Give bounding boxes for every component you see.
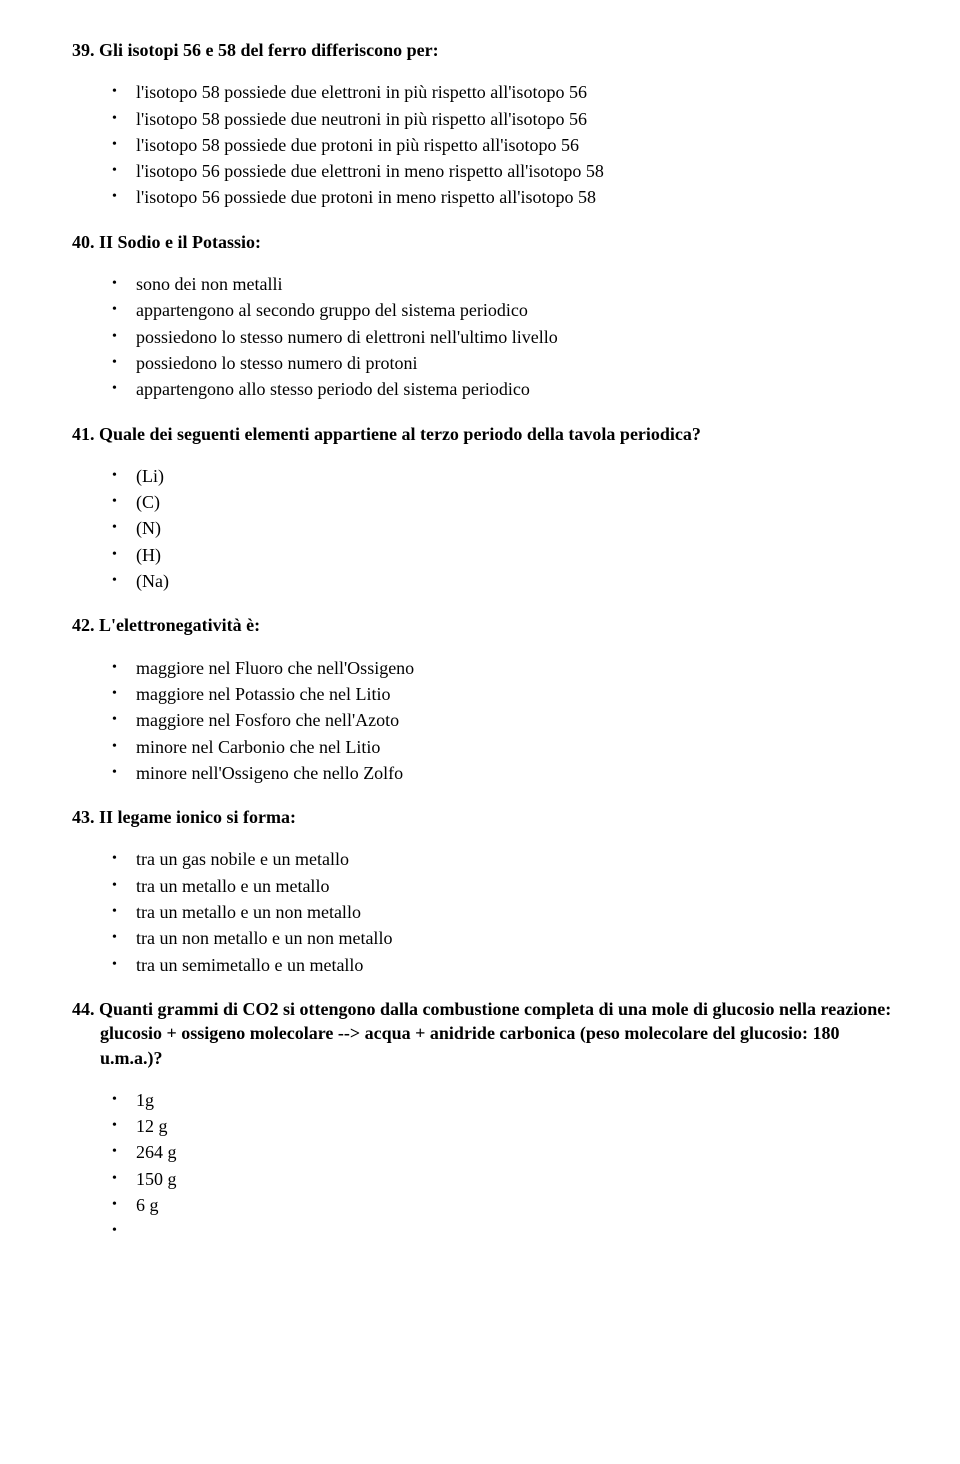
question-title: 42. L'elettronegatività è: — [96, 613, 892, 637]
option-item: (Na) — [136, 569, 892, 593]
option-item: maggiore nel Potassio che nel Litio — [136, 682, 892, 706]
option-item: maggiore nel Fluoro che nell'Ossigeno — [136, 656, 892, 680]
question-text: II legame ionico si forma: — [95, 807, 296, 827]
option-item: 264 g — [136, 1140, 892, 1164]
option-item: minore nell'Ossigeno che nello Zolfo — [136, 761, 892, 785]
question-block: 42. L'elettronegatività è: maggiore nel F… — [68, 613, 892, 785]
option-item: l'isotopo 58 possiede due elettroni in p… — [136, 80, 892, 104]
options-list: maggiore nel Fluoro che nell'Ossigenomag… — [68, 656, 892, 785]
option-item: tra un semimetallo e un metallo — [136, 953, 892, 977]
options-list: (Li)(C)(N) (H)(Na) — [68, 464, 892, 593]
options-list: l'isotopo 58 possiede due elettroni in p… — [68, 80, 892, 209]
question-block: 43. II legame ionico si forma: tra un gas… — [68, 805, 892, 977]
question-text: Gli isotopi 56 e 58 del ferro differisco… — [95, 40, 439, 60]
question-text: L'elettronegatività è: — [95, 615, 261, 635]
question-number: 40. — [72, 232, 95, 252]
option-item: l'isotopo 56 possiede due elettroni in m… — [136, 159, 892, 183]
option-item: minore nel Carbonio che nel Litio — [136, 735, 892, 759]
option-item: 12 g — [136, 1114, 892, 1138]
question-title: 40. II Sodio e il Potassio: — [96, 230, 892, 254]
question-title: 44. Quanti grammi di CO2 si ottengono da… — [96, 997, 892, 1070]
options-list: sono dei non metalliappartengono al seco… — [68, 272, 892, 401]
question-title: 39. Gli isotopi 56 e 58 del ferro differ… — [96, 38, 892, 62]
question-title: 43. II legame ionico si forma: — [96, 805, 892, 829]
question-text: Quale dei seguenti elementi appartiene a… — [95, 424, 701, 444]
option-item: 1g — [136, 1088, 892, 1112]
option-item: tra un metallo e un metallo — [136, 874, 892, 898]
option-item: maggiore nel Fosforo che nell'Azoto — [136, 708, 892, 732]
option-item: tra un gas nobile e un metallo — [136, 847, 892, 871]
question-number: 41. — [72, 424, 95, 444]
option-item: 150 g — [136, 1167, 892, 1191]
option-item: (C) — [136, 490, 892, 514]
option-item: possiedono lo stesso numero di protoni — [136, 351, 892, 375]
question-number: 43. — [72, 807, 95, 827]
option-item: appartengono al secondo gruppo del siste… — [136, 298, 892, 322]
option-item: appartengono allo stesso periodo del sis… — [136, 377, 892, 401]
question-block: 44. Quanti grammi di CO2 si ottengono da… — [68, 997, 892, 1244]
question-number: 42. — [72, 615, 95, 635]
option-item: tra un metallo e un non metallo — [136, 900, 892, 924]
question-block: 41. Quale dei seguenti elementi appartie… — [68, 422, 892, 594]
option-item: l'isotopo 58 possiede due protoni in più… — [136, 133, 892, 157]
question-text: II Sodio e il Potassio: — [95, 232, 262, 252]
options-list: tra un gas nobile e un metallo tra un met… — [68, 847, 892, 976]
option-item: (Li) — [136, 464, 892, 488]
option-item: l'isotopo 56 possiede due protoni in men… — [136, 185, 892, 209]
option-item: 6 g — [136, 1193, 892, 1217]
question-number: 39. — [72, 40, 95, 60]
option-item: tra un non metallo e un non metallo — [136, 926, 892, 950]
question-text: Quanti grammi di CO2 si ottengono dalla … — [95, 999, 892, 1068]
option-item: (H) — [136, 543, 892, 567]
options-list: 1g12 g264 g 150 g6 g — [68, 1088, 892, 1244]
option-item: (N) — [136, 516, 892, 540]
question-block: 39. Gli isotopi 56 e 58 del ferro differ… — [68, 38, 892, 210]
option-item — [136, 1219, 892, 1243]
question-block: 40. II Sodio e il Potassio: sono dei non … — [68, 230, 892, 402]
question-title: 41. Quale dei seguenti elementi appartie… — [96, 422, 892, 446]
option-item: possiedono lo stesso numero di elettroni… — [136, 325, 892, 349]
question-number: 44. — [72, 999, 95, 1019]
option-item: l'isotopo 58 possiede due neutroni in pi… — [136, 107, 892, 131]
option-item: sono dei non metalli — [136, 272, 892, 296]
